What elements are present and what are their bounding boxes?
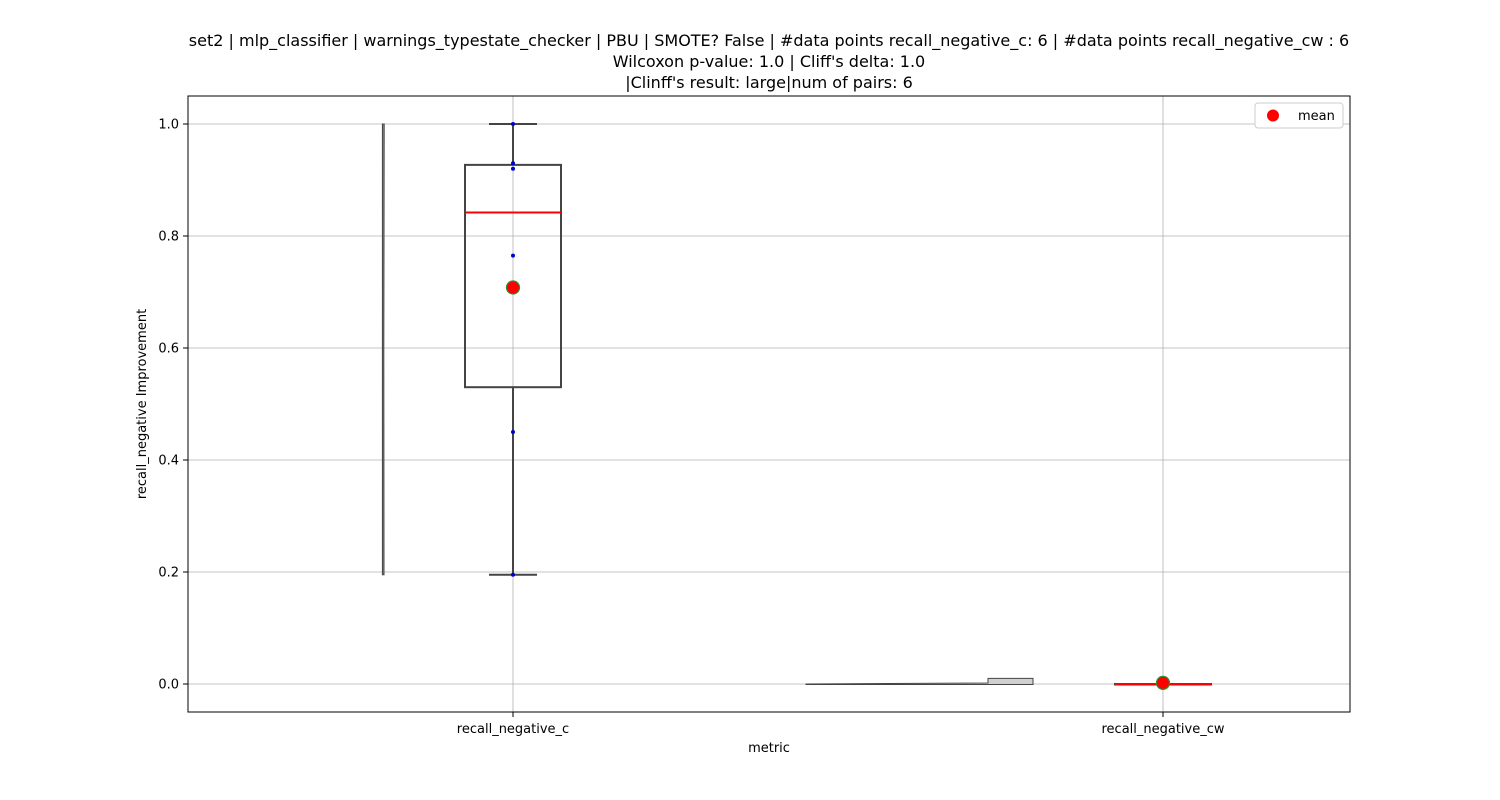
- y-axis-label: recall_negative Improvement: [135, 309, 150, 499]
- x-axis-ticks: recall_negative_c recall_negative_cw: [457, 712, 1225, 737]
- grid-lines: [188, 96, 1350, 712]
- data-point-recall_negative_c-3: [511, 253, 515, 258]
- chart-title-line-1: set2 | mlp_classifier | warnings_typesta…: [189, 31, 1349, 51]
- x-tick-label-recall_negative_cw: recall_negative_cw: [1101, 722, 1224, 737]
- y-tick-label-1: 0.2: [158, 566, 179, 581]
- chart-title-line-3: |Clinff's result: large|num of pairs: 6: [625, 73, 913, 92]
- y-tick-label-3: 0.6: [158, 342, 179, 357]
- y-tick-label-0: 0.0: [158, 678, 179, 693]
- violin-recall_negative_cw: [805, 677, 1034, 685]
- legend-mean-marker: [1267, 109, 1279, 122]
- y-axis-ticks: 0.0 0.2 0.4 0.6 0.8 1.0: [158, 118, 188, 693]
- legend: mean: [1254, 102, 1344, 129]
- data-point-recall_negative_c-4: [511, 430, 515, 434]
- mean-marker-recall_negative_c: [505, 280, 521, 295]
- mean-marker-recall_negative_cw: [1155, 675, 1171, 690]
- chart-title: set2 | mlp_classifier | warnings_typesta…: [189, 31, 1349, 92]
- data-point-recall_negative_c-0: [511, 122, 515, 126]
- y-tick-label-5: 1.0: [158, 118, 179, 133]
- x-axis-label: metric: [748, 741, 790, 756]
- legend-frame: [1254, 102, 1344, 129]
- plot-area-frame: [187, 95, 1351, 713]
- violin-recall_negative_c: [381, 123, 385, 576]
- chart-title-line-2: Wilcoxon p-value: 1.0 | Cliff's delta: 1…: [613, 52, 925, 71]
- data-point-recall_negative_c-2: [511, 166, 515, 171]
- data-point-recall_negative_c-1: [511, 161, 515, 166]
- data-point-recall_negative_c-5: [511, 572, 515, 577]
- point-layer: [505, 122, 1171, 690]
- y-tick-label-2: 0.4: [158, 454, 179, 469]
- box-layer: [464, 123, 1212, 686]
- y-tick-label-4: 0.8: [158, 230, 179, 245]
- legend-label-mean: mean: [1298, 109, 1335, 124]
- x-tick-label-recall_negative_c: recall_negative_c: [457, 722, 569, 737]
- violin-layer: [381, 123, 1034, 685]
